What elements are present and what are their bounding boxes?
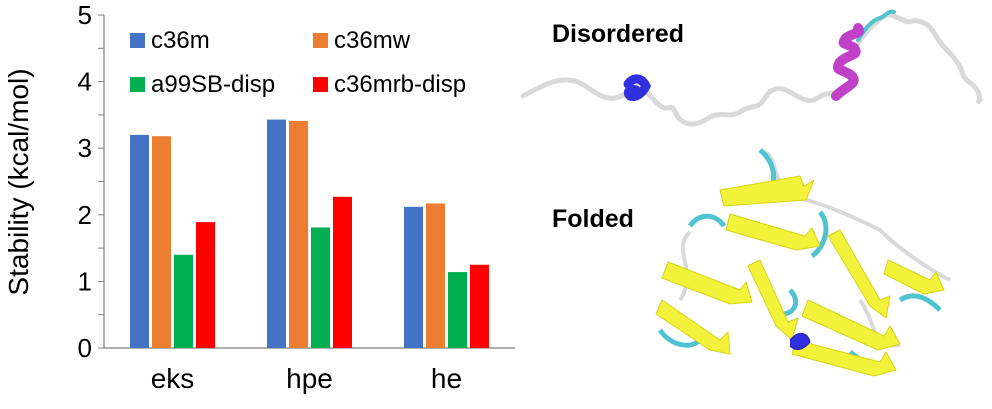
legend-swatch-c36m [130,33,145,48]
protein-structure-illustrations [520,9,983,377]
x-tick-label: he [431,363,462,394]
legend-label-c36m: c36m [151,27,210,54]
bar-c36m-he [404,206,423,348]
bar-c36mw-eks [152,136,171,348]
plot-area: 0 1 2 3 4 5 eks hpe he c36m c36mw a99SB-disp c36mrb-… [78,0,515,394]
bar-a99SB-disp-eks [174,254,193,348]
y-tick-label: 4 [78,67,92,97]
y-tick-label: 5 [78,0,92,30]
beta-strand-3 [661,261,753,305]
folded-turns [657,148,942,368]
folded-helix-310 [789,333,811,350]
beta-strand-7 [801,299,901,351]
folded-structure [655,148,951,377]
bar-a99SB-disp-hpe [311,227,330,348]
folded-label: Folded [552,205,634,233]
beta-strand-6 [827,229,891,319]
legend-label-a99SB-disp: a99SB-disp [151,71,275,98]
bar-c36mw-he [426,203,445,348]
legend-swatch-c36mrb-disp [313,77,328,92]
bar-c36m-eks [130,134,149,348]
alpha-helix-segment [831,23,864,101]
beta-strand-8 [791,339,897,377]
bar-c36mrb-disp-eks [196,222,215,348]
bar-a99SB-disp-he [448,272,467,348]
y-tick-label: 0 [78,333,92,363]
beta-strand-1 [719,175,815,207]
stability-bar-chart: Stability (kcal/mol) 0 1 2 3 4 5 eks hpe he c36m c… [3,0,515,394]
bar-c36mrb-disp-he [470,264,489,348]
beta-strand-5 [747,259,799,341]
legend-label-c36mw: c36mw [334,27,411,54]
disordered-label: Disordered [552,20,684,48]
legend-label-c36mrb-disp: c36mrb-disp [334,71,466,98]
y-tick-label: 2 [78,200,92,230]
bar-c36m-hpe [267,119,286,348]
beta-strand-9 [883,259,945,295]
y-tick-label: 1 [78,266,92,296]
beta-strand-2 [725,213,821,251]
helix-310-segment [623,74,652,101]
y-axis-label: Stability (kcal/mol) [3,68,34,295]
disordered-coil [520,77,839,127]
x-tick-label: eks [151,363,195,394]
disordered-structure [520,9,983,127]
legend-swatch-a99SB-disp [130,77,145,92]
y-tick-label: 3 [78,133,92,163]
x-tick-label: hpe [286,363,333,394]
bar-c36mw-hpe [289,120,308,348]
beta-strand-4 [655,299,731,355]
bar-c36mrb-disp-hpe [333,196,352,348]
disordered-coil-tail [855,12,983,105]
legend-swatch-c36mw [313,33,328,48]
